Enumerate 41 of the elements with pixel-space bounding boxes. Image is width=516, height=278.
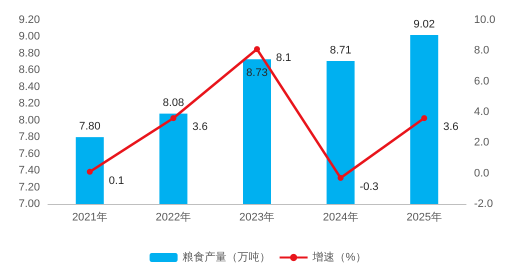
y-tick-label: 7.60 xyxy=(18,148,40,160)
point xyxy=(338,174,344,181)
y-tick-label: 7.80 xyxy=(18,131,40,144)
data-label: 3.6 xyxy=(192,121,208,134)
data-label: 0.1 xyxy=(108,174,124,187)
data-label: 3.6 xyxy=(443,121,458,134)
point xyxy=(86,168,93,175)
data-label: 8.71 xyxy=(330,44,352,56)
y-tick-label: 9.00 xyxy=(18,30,40,43)
x-tick-label: 2024年 xyxy=(322,212,358,224)
point xyxy=(170,115,176,122)
data-label: 8.73 xyxy=(246,66,268,79)
y-tick-label: 8.20 xyxy=(18,98,40,110)
legend-label: 增速（%） xyxy=(312,250,366,264)
x-tick-label: 2021年 xyxy=(72,212,108,224)
data-label: 7.80 xyxy=(79,120,101,133)
y2-tick-label: 6.0 xyxy=(474,75,490,88)
x-tick-label: 2025年 xyxy=(406,212,442,224)
data-label: -0.3 xyxy=(360,180,379,193)
point xyxy=(254,46,260,52)
data-label: 8.08 xyxy=(162,97,184,110)
data-label: 9.02 xyxy=(413,18,435,31)
y-tick-label: 8.00 xyxy=(18,114,40,126)
y-tick-label: 7.40 xyxy=(18,164,40,177)
x-tick-label: 2022年 xyxy=(156,212,192,224)
y-tick-label: 7.00 xyxy=(18,198,40,210)
y2-tick-label: 8.0 xyxy=(474,44,490,57)
y2-tick-label: 0.0 xyxy=(474,167,490,180)
y-tick-label: 8.60 xyxy=(18,64,40,76)
y2-tick-label: -2.0 xyxy=(474,198,493,210)
y-tick-label: 8.40 xyxy=(18,80,40,93)
y-tick-label: 7.20 xyxy=(18,181,40,194)
point xyxy=(421,115,428,122)
y-tick-label: 9.20 xyxy=(18,14,40,26)
data-label: 8.1 xyxy=(276,52,292,64)
x-tick-label: 2023年 xyxy=(239,212,275,224)
y2-tick-label: 4.0 xyxy=(474,106,490,118)
y2-tick-label: 10.0 xyxy=(474,14,496,26)
legend-label: 粮食产量（万吨） xyxy=(182,250,271,264)
y-tick-label: 8.80 xyxy=(18,47,40,60)
y2-tick-label: 2.0 xyxy=(474,136,490,149)
